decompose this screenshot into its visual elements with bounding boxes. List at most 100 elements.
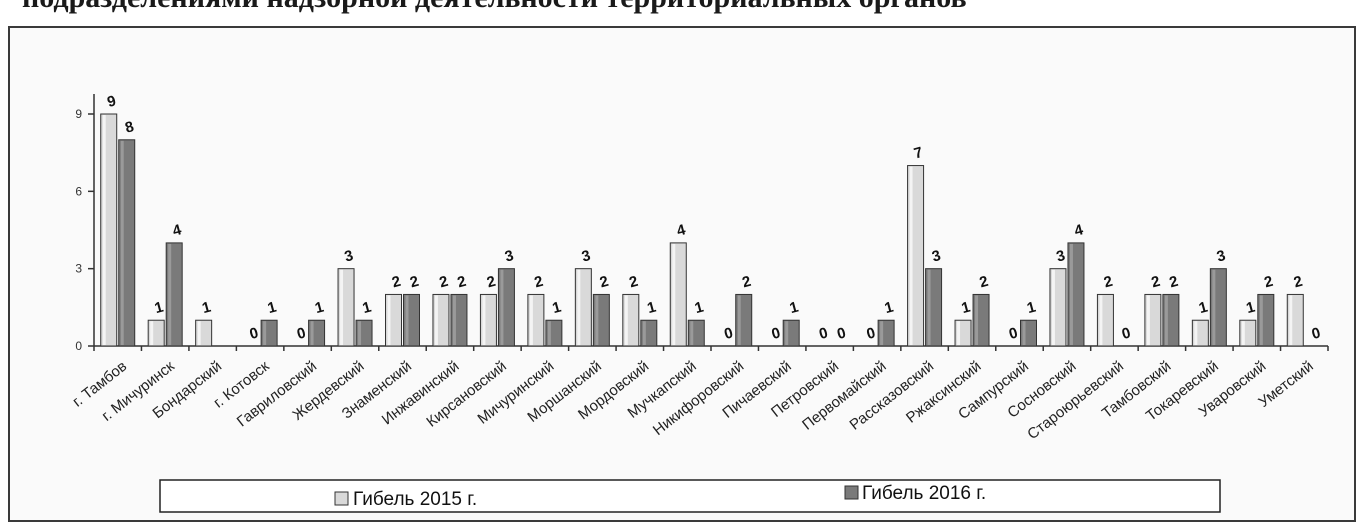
bar-highlight-2015 [1289, 295, 1293, 345]
value-label-2016: 1 [550, 299, 562, 318]
value-label-2016: 4 [1073, 221, 1086, 240]
bar-highlight-2016 [880, 321, 884, 345]
bar-highlight-2016 [737, 295, 741, 345]
value-label-2015: 2 [1292, 273, 1304, 292]
value-label-2015: 2 [438, 273, 450, 292]
bar-highlight-2015 [909, 166, 913, 345]
value-label-2016: 0 [1120, 324, 1132, 343]
value-label-2016: 2 [456, 273, 468, 292]
bar-highlight-2016 [690, 321, 694, 345]
legend-swatch-2016 [844, 485, 859, 500]
bar-highlight-2016 [785, 321, 789, 345]
bar-highlight-2015 [1146, 295, 1150, 345]
value-label-2015: 1 [960, 299, 972, 318]
value-label-2015: 2 [485, 273, 497, 292]
value-label-2016: 1 [1025, 299, 1037, 318]
page-title: подразделениями надзорной деятельности т… [22, 0, 1352, 18]
value-label-2016: 0 [1310, 324, 1322, 343]
bar-highlight-2015 [957, 321, 961, 345]
bar-highlight-2015 [150, 321, 154, 345]
bar-highlight-2015 [434, 295, 438, 345]
y-tick-label: 9 [75, 107, 82, 121]
value-label-2015: 0 [865, 324, 877, 343]
bar-highlight-2015 [102, 115, 106, 345]
value-label-2015: 7 [912, 144, 924, 163]
chart-legend: Гибель 2015 г. Гибель 2016 г. [159, 479, 1221, 513]
value-label-2015: 4 [675, 221, 688, 240]
value-label-2015: 0 [770, 324, 782, 343]
chart-bars [100, 113, 1304, 347]
value-label-2015: 0 [817, 324, 829, 343]
bar-highlight-2015 [1241, 321, 1245, 345]
bar-highlight-2016 [405, 295, 409, 345]
bar-highlight-2016 [595, 295, 599, 345]
legend-label-2015: Гибель 2015 г. [353, 489, 477, 510]
value-label-2016: 1 [361, 299, 373, 318]
bar-highlight-2016 [310, 321, 314, 345]
bar-highlight-2015 [340, 269, 344, 345]
value-label-2015: 2 [390, 273, 402, 292]
value-label-2016: 2 [598, 273, 610, 292]
bar-highlight-2016 [1259, 295, 1263, 345]
bar-highlight-2016 [1022, 321, 1026, 345]
bar-highlight-2016 [120, 140, 124, 345]
value-label-2016: 1 [313, 299, 325, 318]
y-tick-label: 3 [75, 262, 82, 276]
bar-highlight-2016 [642, 321, 646, 345]
legend-box [159, 479, 1221, 513]
value-label-2016: 3 [503, 247, 515, 266]
value-label-2015: 0 [248, 324, 260, 343]
bar-highlight-2015 [482, 295, 486, 345]
bar-highlight-2015 [1194, 321, 1198, 345]
bar-highlight-2015 [624, 295, 628, 345]
category-label: Первомайский [799, 358, 889, 434]
value-label-2016: 8 [123, 118, 135, 137]
value-label-2016: 2 [740, 273, 752, 292]
legend-label-2016: Гибель 2016 г. [862, 483, 986, 504]
category-label: Рассказовский [847, 358, 938, 434]
bar-highlight-2016 [927, 269, 931, 345]
value-label-2016: 0 [835, 324, 847, 343]
value-label-2015: 3 [580, 247, 592, 266]
value-label-2015: 1 [200, 299, 212, 318]
legend-swatch-2015 [334, 491, 349, 506]
chart-axes: 0 3 6 9 [75, 94, 1329, 353]
value-label-2016: 4 [171, 221, 184, 240]
value-label-2015: 3 [343, 247, 355, 266]
bar-highlight-2016 [1212, 269, 1216, 345]
value-label-2015: 2 [1149, 273, 1161, 292]
bar-highlight-2016 [263, 321, 267, 345]
value-label-2015: 1 [1197, 299, 1209, 318]
value-label-2015: 2 [532, 273, 544, 292]
value-label-2016: 1 [266, 299, 278, 318]
value-label-2016: 2 [978, 273, 990, 292]
bar-highlight-2016 [358, 321, 362, 345]
bar-highlight-2015 [197, 321, 201, 345]
bar-highlight-2015 [387, 295, 391, 345]
value-label-2015: 1 [1244, 299, 1256, 318]
bar-highlight-2015 [529, 295, 533, 345]
value-label-2015: 1 [153, 299, 165, 318]
value-label-2016: 1 [788, 299, 800, 318]
y-tick-label: 0 [75, 339, 82, 353]
category-label: Кирсановский [423, 358, 510, 431]
bar-highlight-2015 [1099, 295, 1103, 345]
value-label-2016: 3 [930, 247, 942, 266]
value-label-2016: 3 [1215, 247, 1227, 266]
value-label-2016: 2 [1262, 273, 1274, 292]
bar-highlight-2015 [1051, 269, 1055, 345]
bar-highlight-2015 [577, 269, 581, 345]
y-tick-label: 6 [75, 184, 82, 198]
value-label-2016: 1 [645, 299, 657, 318]
value-label-2015: 0 [1007, 324, 1019, 343]
value-label-2016: 1 [693, 299, 705, 318]
value-label-2016: 2 [1167, 273, 1179, 292]
bar-highlight-2016 [975, 295, 979, 345]
bar-highlight-2016 [168, 243, 172, 345]
value-label-2016: 2 [408, 273, 420, 292]
bar-highlight-2016 [1069, 243, 1073, 345]
